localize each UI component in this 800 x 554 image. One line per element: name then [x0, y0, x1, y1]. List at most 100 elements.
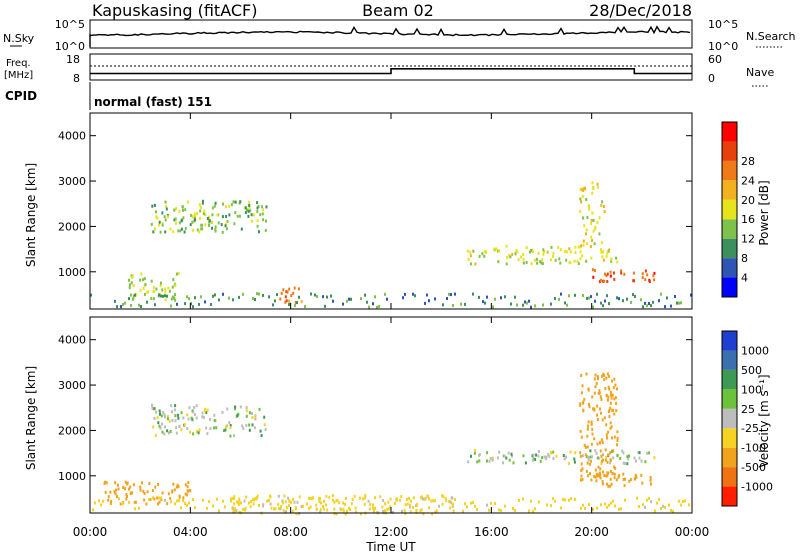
velocity-cell	[155, 410, 158, 414]
velocity-cell	[152, 425, 155, 429]
velocity-cell	[583, 443, 586, 447]
velocity-cell	[197, 431, 200, 435]
velocity-cell	[170, 500, 172, 504]
velocity-cell	[614, 466, 617, 470]
power-cell	[530, 305, 532, 309]
velocity-colour-scale: -1000 -500 -100 -25 25 100 500 1000	[721, 330, 773, 507]
power-cell	[182, 216, 185, 220]
velocity-cell	[244, 508, 246, 512]
velocity-cell	[374, 506, 376, 510]
power-cell	[116, 305, 118, 309]
power-cell	[272, 303, 274, 307]
velocity-cell	[635, 459, 638, 463]
velocity-cell	[662, 504, 664, 508]
power-cell	[183, 230, 186, 234]
velocity-cell	[184, 483, 187, 487]
velocity-cell	[209, 418, 211, 421]
power-cell	[581, 188, 584, 192]
velocity-cell	[126, 481, 129, 485]
power-cell	[658, 299, 660, 303]
power-cell	[579, 257, 582, 261]
velocity-cell	[611, 379, 613, 383]
power-cell	[206, 217, 209, 220]
power-cell	[242, 292, 244, 296]
power-cell	[164, 230, 167, 234]
velocity-cell	[201, 411, 204, 415]
velocity-cell	[412, 496, 415, 500]
power-cell	[604, 272, 606, 276]
velocity-cell	[367, 499, 370, 503]
velocity-cell	[332, 498, 334, 502]
velocity-cell	[623, 462, 626, 465]
velocity-cell	[229, 424, 232, 427]
power-cell	[605, 254, 608, 258]
power-cell	[211, 213, 214, 217]
velocity-cell	[500, 509, 502, 513]
power-cell	[497, 260, 500, 264]
power-cell	[579, 250, 582, 254]
power-cell	[297, 287, 300, 291]
velocity-cell	[173, 488, 176, 492]
velocity-cell	[206, 432, 209, 436]
velocity-cell	[344, 512, 347, 516]
velocity-cell	[308, 507, 310, 510]
velocity-cell	[672, 509, 674, 513]
velocity-cell	[152, 407, 155, 411]
power-cell	[211, 206, 214, 210]
velocity-cell	[149, 498, 152, 501]
velocity-cell	[409, 503, 412, 507]
velocity-cell	[387, 500, 390, 504]
power-cell	[164, 200, 167, 204]
power-cell	[585, 198, 588, 201]
power-cell	[559, 261, 562, 265]
power-cell	[452, 304, 454, 307]
velocity-cell	[325, 494, 328, 498]
velocity-cell	[154, 434, 157, 438]
velocity-cell	[114, 481, 117, 485]
power-cell	[252, 297, 254, 300]
power-cell	[366, 300, 368, 304]
power-cell	[142, 278, 144, 282]
velocity-cell	[335, 512, 338, 516]
velocity-cell	[175, 426, 178, 430]
velocity-cell	[602, 372, 605, 376]
velocity-cell	[176, 413, 179, 417]
power-cell	[167, 286, 170, 290]
power-cell	[568, 294, 570, 298]
velocity-cell	[629, 478, 632, 482]
power-cell	[293, 286, 296, 290]
velocity-cell	[594, 385, 597, 389]
velocity-cell	[596, 506, 598, 510]
velocity-cell	[182, 496, 185, 500]
power-cell	[592, 305, 594, 309]
power-cell	[573, 259, 576, 263]
velocity-cell	[401, 509, 403, 513]
velocity-cell	[580, 469, 583, 472]
power-cell	[173, 218, 176, 222]
power-cell	[207, 223, 210, 227]
power-cell	[146, 290, 149, 294]
power-cell	[593, 269, 596, 273]
velocity-cell	[163, 432, 166, 436]
power-cell	[288, 303, 290, 307]
velocity-cell	[174, 404, 177, 408]
power-cell	[134, 293, 136, 297]
velocity-cell	[626, 455, 629, 459]
velocity-cell	[364, 496, 366, 500]
power-cell	[552, 251, 555, 255]
power-cell	[285, 299, 288, 303]
power-cell	[158, 220, 161, 224]
power-cell	[193, 214, 196, 218]
freq-tick-top: 18	[66, 53, 80, 66]
power-cell	[582, 294, 584, 297]
power-cell	[139, 288, 142, 292]
power-cell	[130, 304, 132, 307]
power-cell	[522, 303, 524, 307]
power-cell	[203, 209, 206, 213]
power-cell	[294, 301, 297, 304]
power-cell	[650, 304, 652, 308]
velocity-cell	[318, 499, 321, 503]
velocity-cell	[195, 404, 198, 408]
power-scale-swatch	[722, 258, 737, 278]
power-cell	[478, 254, 481, 258]
